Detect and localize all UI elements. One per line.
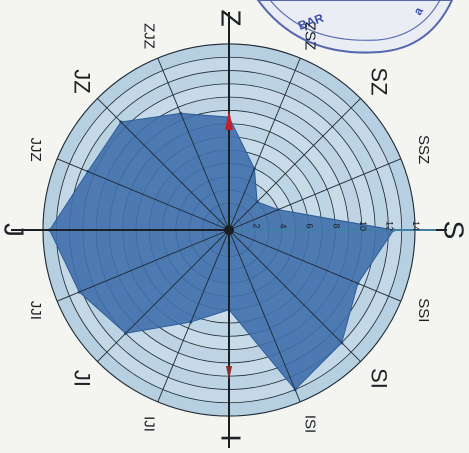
spoke-jji <box>56 229 230 302</box>
direction-label-jji: JJI <box>27 301 44 320</box>
ring-label: 12 <box>384 221 394 231</box>
direction-label-sz: SZ <box>367 67 392 95</box>
ring-labels: 2 4 6 8 10 12 14 <box>252 221 421 231</box>
spoke-ji <box>97 229 230 362</box>
north-arrow <box>225 110 233 130</box>
direction-label-ssi: SSI <box>415 298 432 322</box>
direction-label-zjz: ZJZ <box>141 23 158 49</box>
ring-label: 8 <box>331 223 341 228</box>
spoke-zsz <box>228 57 301 231</box>
direction-label-i: I <box>216 434 247 442</box>
direction-label-si: SI <box>367 368 392 389</box>
direction-label-zsz: ZSZ <box>301 22 318 50</box>
spoke-jz <box>97 98 230 231</box>
direction-label-j: J <box>0 223 30 237</box>
radar-spokes <box>11 12 447 448</box>
spoke-si <box>228 229 361 362</box>
direction-label-s: S <box>439 221 469 240</box>
spoke-isi <box>228 229 301 403</box>
direction-labels: S SSI SI ISI I IJI JI JJI J JJZ JZ ZJZ Z ZSZ SZ SSZ <box>0 9 469 441</box>
spoke-ssz <box>228 158 402 231</box>
ring-label: 2 <box>252 223 262 228</box>
direction-label-ji: JI <box>70 370 95 387</box>
direction-label-z: Z <box>216 9 247 26</box>
spoke-sz <box>228 98 361 231</box>
stamp: BAR a <box>256 0 454 54</box>
spoke-zjz <box>157 57 230 231</box>
direction-label-iji: IJI <box>141 416 158 432</box>
spoke-iji <box>157 229 230 403</box>
spoke-jjz <box>56 158 230 231</box>
direction-label-ssz: SSZ <box>415 135 432 164</box>
ring-label: 4 <box>278 223 288 228</box>
ring-label: 10 <box>358 221 368 231</box>
centre-point <box>224 225 234 235</box>
ring-label: 14 <box>411 221 421 231</box>
spoke-ssi <box>228 229 402 302</box>
south-arrow <box>226 366 232 380</box>
direction-label-isi: ISI <box>301 415 318 433</box>
direction-label-jz: JZ <box>70 69 95 93</box>
direction-label-jjz: JJZ <box>27 138 44 162</box>
ring-label: 6 <box>305 223 315 228</box>
